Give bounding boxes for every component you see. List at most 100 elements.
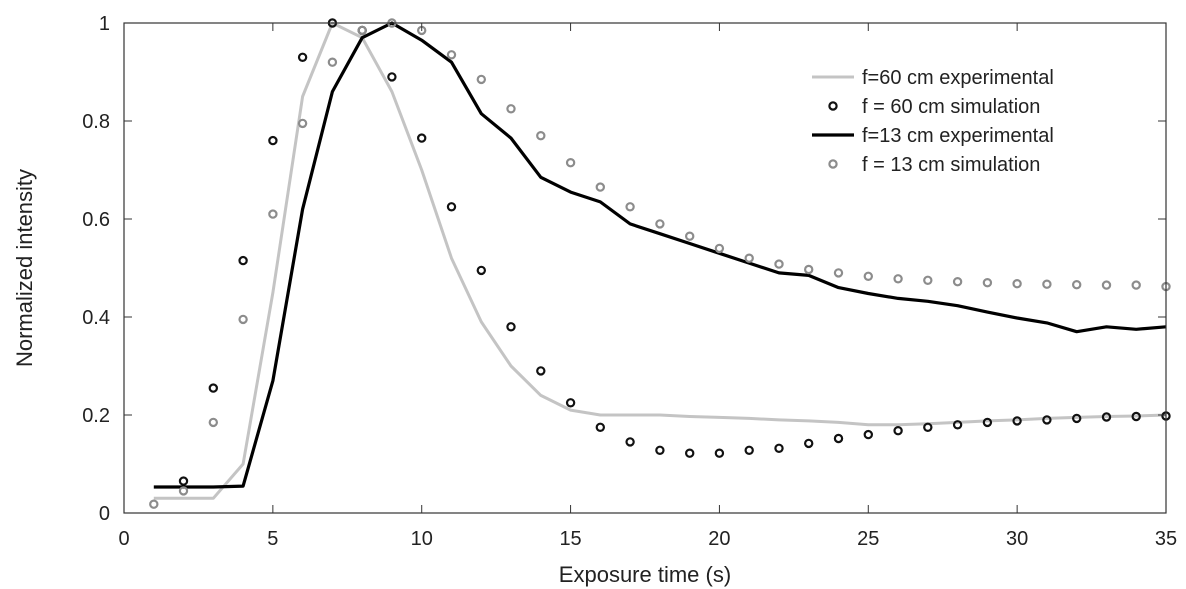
y-axis-label: Normalized intensity — [12, 169, 37, 367]
data-point — [685, 231, 695, 241]
data-point — [804, 264, 814, 275]
y-tick-label: 1 — [99, 13, 110, 35]
data-point — [476, 74, 486, 85]
series-2 — [153, 21, 1167, 489]
data-point — [476, 265, 486, 276]
data-point — [714, 243, 725, 254]
y-tick-label: 0 — [99, 503, 110, 525]
data-point — [149, 499, 159, 509]
legend-label: f=13 cm experimental — [862, 125, 1054, 147]
data-point — [1131, 280, 1141, 290]
data-point — [506, 322, 516, 332]
legend-label: f = 13 cm simulation — [862, 154, 1040, 176]
plot-frame — [123, 22, 1167, 514]
data-point — [178, 486, 189, 496]
data-point — [982, 417, 993, 428]
y-axis: 0 0.2 0.4 0.6 0.8 1 — [82, 13, 1166, 525]
data-point — [268, 209, 278, 219]
data-point — [208, 417, 218, 428]
data-point — [297, 118, 308, 129]
data-point — [833, 268, 844, 278]
data-point — [685, 448, 695, 458]
data-point — [208, 383, 218, 393]
data-point — [1012, 416, 1022, 426]
data-point — [536, 366, 546, 376]
data-point — [982, 278, 993, 288]
legend: f=60 cm experimental f = 60 cm simulation… — [800, 55, 1130, 200]
data-point — [863, 271, 874, 281]
data-point — [744, 253, 754, 263]
data-point — [923, 422, 933, 432]
legend-label: f=60 cm experimental — [862, 67, 1054, 89]
data-point — [655, 445, 665, 455]
data-point — [536, 130, 546, 141]
y-tick-label: 0.4 — [82, 307, 110, 329]
data-point — [565, 398, 576, 408]
data-point — [1071, 280, 1082, 290]
data-point — [625, 202, 635, 212]
x-tick-label: 25 — [857, 528, 879, 550]
data-point — [387, 72, 397, 82]
data-point — [774, 443, 784, 453]
legend-item: f=60 cm experimental — [812, 67, 1054, 89]
data-point — [178, 476, 189, 486]
data-point — [923, 275, 933, 285]
data-point — [625, 437, 635, 447]
data-point — [1012, 279, 1022, 289]
x-axis-label: Exposure time (s) — [559, 562, 731, 587]
legend-label: f = 60 cm simulation — [862, 96, 1040, 118]
legend-box — [800, 55, 1130, 200]
data-point — [655, 219, 665, 229]
series-0 — [153, 21, 1167, 500]
data-point — [357, 25, 367, 36]
data-point — [1042, 415, 1052, 425]
data-point — [714, 448, 725, 458]
legend-item: f = 13 cm simulation — [828, 154, 1040, 176]
data-point — [446, 50, 457, 60]
data-point — [595, 182, 606, 192]
x-tick-label: 30 — [1006, 528, 1028, 550]
x-tick-label: 10 — [411, 528, 433, 550]
x-tick-label: 5 — [267, 528, 278, 550]
x-tick-label: 15 — [559, 528, 581, 550]
x-tick-label: 20 — [708, 528, 730, 550]
data-point — [1101, 412, 1112, 422]
series-layer — [149, 18, 1171, 509]
x-tick-label: 35 — [1155, 528, 1177, 550]
data-point — [238, 255, 248, 266]
legend-item: f=13 cm experimental — [812, 125, 1054, 147]
data-point — [1071, 413, 1082, 424]
legend-swatch — [828, 101, 838, 111]
data-point — [506, 104, 516, 114]
series-line — [153, 21, 1167, 489]
data-point — [1131, 411, 1141, 422]
y-tick-label: 0.2 — [82, 405, 110, 427]
data-point — [327, 57, 338, 67]
data-point — [565, 157, 576, 168]
data-point — [417, 133, 427, 143]
y-tick-label: 0.6 — [82, 209, 110, 231]
data-point — [1042, 279, 1052, 289]
data-point — [1101, 280, 1112, 290]
data-point — [893, 426, 903, 436]
data-point — [595, 422, 606, 432]
x-tick-label: 0 — [118, 528, 129, 550]
data-point — [238, 314, 248, 325]
legend-item: f = 60 cm simulation — [828, 96, 1040, 118]
data-point — [804, 438, 814, 449]
data-point — [268, 135, 278, 146]
legend-swatch — [828, 159, 838, 169]
series-line — [153, 21, 1167, 500]
data-point — [952, 420, 963, 430]
x-axis: 0 5 10 15 20 25 30 35 — [118, 23, 1177, 550]
data-point — [774, 259, 784, 269]
data-point — [893, 274, 903, 284]
data-point — [297, 52, 308, 63]
series-3 — [149, 18, 1171, 509]
data-point — [446, 202, 457, 212]
data-point — [833, 433, 844, 444]
y-tick-label: 0.8 — [82, 111, 110, 133]
data-point — [952, 277, 963, 287]
data-point — [744, 445, 754, 455]
